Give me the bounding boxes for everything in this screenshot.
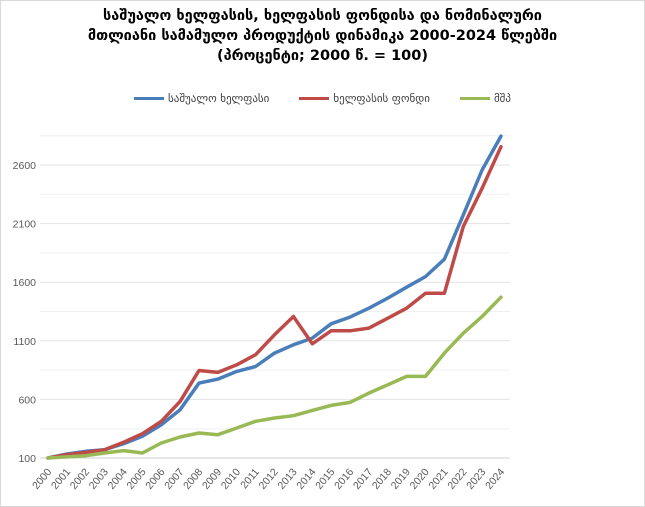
title-line-1: საშუალო ხელფასის, ხელფასის ფონდისა და ნო… — [103, 8, 542, 24]
x-tick-label: 2008 — [181, 466, 205, 492]
x-tick-label: 2024 — [483, 466, 507, 492]
x-tick-label: 2011 — [238, 466, 262, 491]
title-line-2: მთლიანი სამამულო პროდუქტის დინამიკა 2000… — [87, 28, 558, 44]
legend-item-wage: საშუალო ხელფასი — [134, 92, 269, 105]
x-tick-label: 2014 — [294, 466, 318, 492]
legend-swatch — [459, 97, 490, 100]
x-tick-label: 2022 — [445, 466, 469, 492]
x-tick-label: 2000 — [30, 466, 54, 492]
y-tick-label: 100 — [18, 453, 36, 465]
x-tick-label: 2003 — [87, 466, 111, 492]
y-tick-label: 1100 — [13, 336, 36, 348]
x-tick-label: 2015 — [313, 466, 337, 492]
x-tick-label: 2007 — [162, 466, 186, 492]
legend-label: მშპ — [493, 92, 511, 105]
x-tick-label: 2013 — [275, 466, 299, 492]
legend-item-gdp: მშპ — [459, 92, 511, 105]
chart-title: საშუალო ხელფასის, ხელფასის ფონდისა და ნო… — [0, 6, 645, 66]
y-tick-label: 600 — [18, 394, 36, 406]
x-tick-label: 2006 — [143, 466, 167, 492]
x-tick-label: 2018 — [370, 466, 394, 492]
x-tick-label: 2020 — [408, 466, 432, 492]
y-tick-label: 2100 — [13, 219, 37, 231]
x-tick-label: 2021 — [426, 466, 450, 492]
legend: საშუალო ხელფასი ხელფასის ფონდი მშპ — [0, 92, 645, 105]
y-tick-label: 2600 — [13, 160, 37, 172]
x-tick-label: 2009 — [200, 466, 224, 492]
legend-label: საშუალო ხელფასი — [168, 92, 270, 105]
x-tick-label: 2004 — [106, 466, 130, 492]
title-line-3: (პროცენტი; 2000 წ. = 100) — [217, 48, 428, 64]
legend-item-fund: ხელფასის ფონდი — [299, 92, 430, 105]
x-tick-label: 2001 — [49, 466, 73, 492]
legend-swatch — [299, 97, 330, 100]
x-tick-label: 2005 — [124, 466, 148, 492]
x-tick-label: 2010 — [219, 466, 243, 492]
x-tick-label: 2016 — [332, 466, 356, 492]
legend-label: ხელფასის ფონდი — [333, 92, 430, 105]
x-tick-label: 2023 — [464, 466, 488, 492]
x-tick-label: 2012 — [257, 466, 281, 492]
series-line — [46, 144, 503, 460]
series-line — [46, 134, 503, 460]
series-line — [46, 295, 503, 460]
legend-swatch — [134, 97, 165, 100]
x-tick-label: 2017 — [351, 466, 375, 492]
y-tick-label: 1600 — [13, 277, 37, 289]
x-tick-label: 2002 — [68, 466, 92, 492]
x-tick-label: 2019 — [389, 466, 413, 492]
